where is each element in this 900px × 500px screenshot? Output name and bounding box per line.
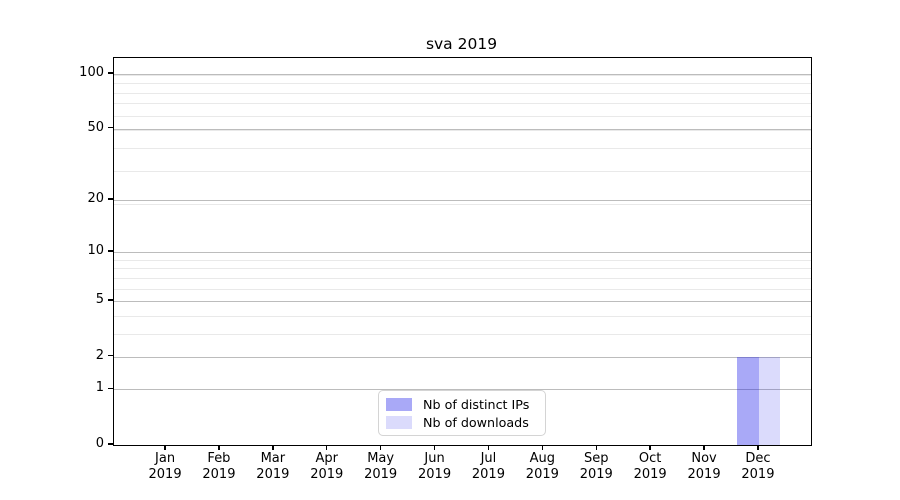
x-axis-tick <box>541 445 544 451</box>
gridline-minor <box>114 130 811 132</box>
x-axis-tick <box>326 445 328 451</box>
chart-title: sva 2019 <box>425 35 498 53</box>
x-tick-label: Mar 2019 <box>256 451 290 482</box>
x-tick-label: Jun 2019 <box>418 451 452 482</box>
x-axis-tick <box>703 445 705 451</box>
x-tick-label: Sep 2019 <box>579 451 613 482</box>
gridline-minor <box>114 268 811 270</box>
gridline-minor <box>114 315 811 317</box>
gridline-major <box>114 252 811 254</box>
legend: Nb of distinct IPs Nb of downloads <box>378 390 546 436</box>
y-tick-label: 0 <box>95 436 104 451</box>
gridline-major <box>114 389 811 391</box>
y-axis-tick <box>108 354 114 357</box>
y-axis-tick <box>108 443 114 445</box>
y-axis-tick <box>108 198 114 200</box>
x-axis-tick <box>649 445 651 451</box>
legend-swatch-distinct-ips-icon <box>386 397 412 411</box>
gridline-minor <box>114 74 811 76</box>
y-tick-label: 1 <box>95 380 104 396</box>
x-axis-tick <box>218 445 220 451</box>
x-tick-label: Nov 2019 <box>687 451 721 482</box>
gridline-major <box>114 356 811 358</box>
gridline-minor <box>114 333 811 335</box>
gridline-minor <box>114 277 811 279</box>
gridline-major <box>114 128 811 130</box>
y-axis-tick <box>108 72 114 74</box>
gridline-minor <box>114 92 811 94</box>
x-axis-tick <box>757 445 759 451</box>
y-axis-tick <box>108 387 114 389</box>
legend-label-downloads: Nb of downloads <box>423 414 529 430</box>
gridline-minor <box>114 171 811 173</box>
gridline-minor <box>114 103 811 105</box>
y-tick-label: 2 <box>95 347 104 363</box>
x-axis-tick <box>272 445 274 451</box>
x-tick-label: Jul 2019 <box>471 451 505 482</box>
x-tick-label: Dec 2019 <box>741 451 775 482</box>
x-axis-tick <box>433 445 436 451</box>
x-tick-label: Jan 2019 <box>148 451 182 482</box>
gridline-major <box>114 300 811 302</box>
legend-entry-downloads: Nb of downloads <box>386 415 545 430</box>
y-axis-tick <box>108 250 114 252</box>
gridline-major <box>114 200 811 202</box>
y-axis-tick <box>108 299 114 301</box>
x-axis-tick <box>164 445 166 451</box>
gridline-minor <box>114 204 811 206</box>
x-tick-label: Apr 2019 <box>310 451 344 482</box>
bar-downloads <box>758 356 781 445</box>
legend-label-distinct-ips: Nb of distinct IPs <box>423 396 530 412</box>
plot-area <box>113 57 812 446</box>
gridline-minor <box>114 83 811 85</box>
y-tick-label: 50 <box>87 119 104 135</box>
legend-swatch-downloads-icon <box>386 415 412 429</box>
x-tick-label: Oct 2019 <box>633 451 667 482</box>
y-tick-label: 20 <box>87 191 104 207</box>
y-tick-label: 5 <box>95 291 104 307</box>
x-tick-label: Feb 2019 <box>202 451 236 482</box>
x-axis-tick <box>595 445 597 451</box>
x-tick-label: Aug 2019 <box>525 451 559 482</box>
gridline-minor <box>114 259 811 261</box>
x-tick-label: May 2019 <box>364 451 398 482</box>
y-axis-tick <box>108 127 114 129</box>
gridline-major <box>114 73 811 75</box>
bar-distinct-ips <box>737 356 759 445</box>
gridline-minor <box>114 115 811 117</box>
y-tick-label: 100 <box>79 64 104 80</box>
gridline-minor <box>114 288 811 290</box>
x-axis-tick <box>379 445 382 451</box>
gridline-minor <box>114 148 811 150</box>
y-tick-label: 10 <box>87 243 104 259</box>
legend-entry-distinct-ips: Nb of distinct IPs <box>386 397 545 412</box>
x-axis-tick <box>487 445 490 451</box>
